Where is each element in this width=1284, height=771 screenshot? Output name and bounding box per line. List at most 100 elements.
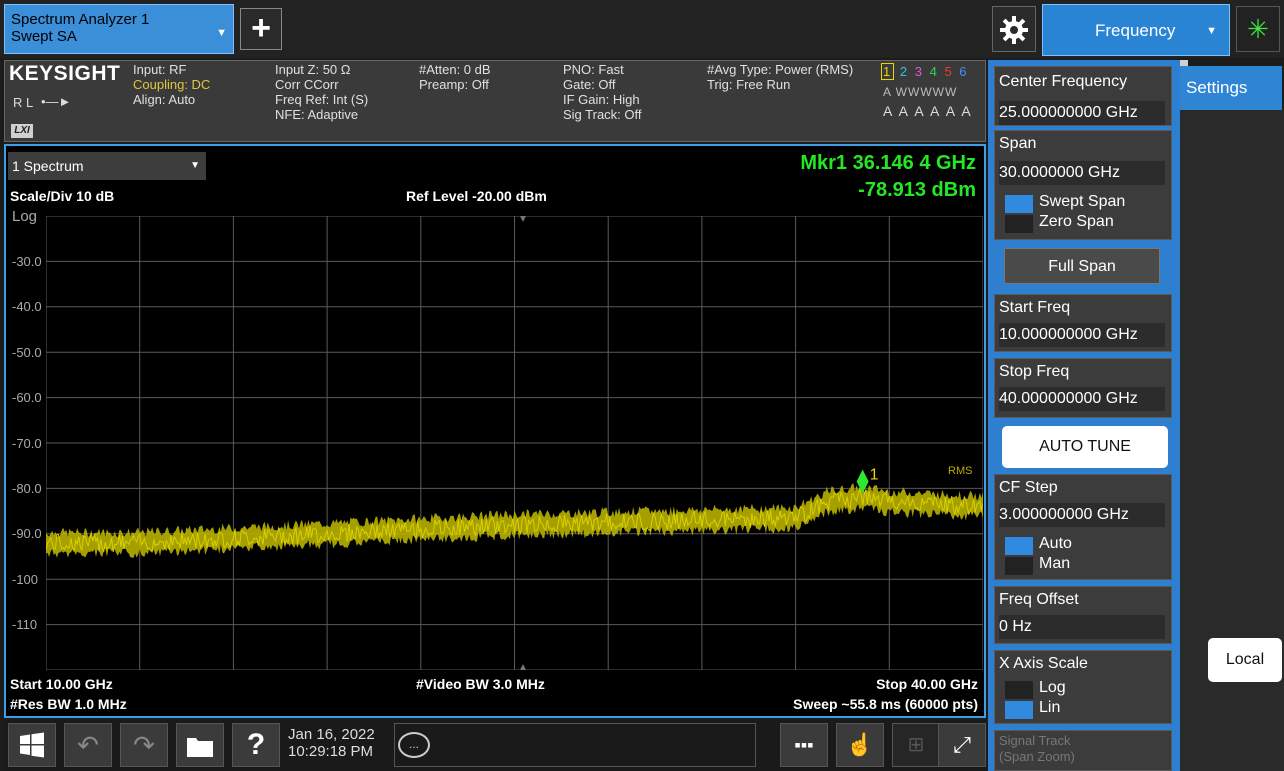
softkey-label: CF Step	[999, 479, 1058, 496]
status-sig-track: Sig Track: Off	[563, 107, 642, 122]
trace-5: 5	[944, 64, 954, 79]
softkey-span[interactable]: Span 30.0000000 GHz Swept Span Zero Span	[994, 130, 1172, 240]
status-input-z: Input Z: 50 Ω	[275, 62, 351, 77]
spectrum-window[interactable]: 1 Spectrum ▼ Mkr1 36.146 4 GHz -78.913 d…	[4, 144, 986, 718]
status-atten: #Atten: 0 dB	[419, 62, 491, 77]
softkey-start-freq[interactable]: Start Freq 10.000000000 GHz	[994, 294, 1172, 352]
windows-start-icon[interactable]	[8, 723, 56, 767]
marker-amplitude-readout: -78.913 dBm	[858, 179, 976, 201]
status-avg-group: #Avg Type: Power (RMS) Trig: Free Run	[707, 62, 853, 92]
softkey-label: X Axis Scale	[999, 655, 1088, 672]
status-avg-type: #Avg Type: Power (RMS)	[707, 62, 854, 77]
softkey-label: Center Frequency	[999, 73, 1128, 90]
man-option: Man	[1039, 555, 1071, 572]
status-coupling: Coupling: DC	[133, 77, 211, 92]
log-option: Log	[1039, 679, 1066, 696]
touch-icon[interactable]: ☝	[836, 723, 884, 767]
redo-icon[interactable]: ↷	[120, 723, 168, 767]
trace-6: 6	[959, 64, 969, 79]
status-input: Input: RF	[133, 62, 187, 77]
message-icon[interactable]: ...	[398, 732, 430, 758]
ref-marker-bottom	[520, 664, 526, 670]
radio-swept-span	[1005, 195, 1033, 213]
windows-logo-svg	[20, 732, 44, 758]
status-atten-group: #Atten: 0 dB Preamp: Off	[419, 62, 491, 92]
help-icon[interactable]: ?	[232, 723, 280, 767]
detector-label: RMS	[948, 465, 972, 477]
y-tick: -40.0	[12, 299, 42, 314]
auto-tune-button[interactable]: AUTO TUNE	[1002, 426, 1168, 468]
gear-icon[interactable]	[992, 6, 1036, 52]
marker-1-label: 1	[870, 466, 879, 483]
marker-1-diamond[interactable]	[856, 469, 869, 494]
trace-detector-row: A A A A A A	[883, 103, 973, 119]
log-scale-label: Log	[12, 208, 38, 225]
fullscreen-icon[interactable]: ⤢	[938, 723, 986, 767]
status-bar[interactable]: KEYSIGHT R L •—► LXI Input: RF Coupling:…	[4, 60, 986, 142]
freq-offset-value: 0 Hz	[999, 615, 1165, 639]
softkey-freq-offset[interactable]: Freq Offset 0 Hz	[994, 586, 1172, 644]
settings-tab[interactable]: Settings	[1180, 66, 1282, 110]
mode-tab-subtitle: Swept SA	[11, 28, 77, 45]
mode-tab[interactable]: Spectrum Analyzer 1 Swept SA ▼	[4, 4, 234, 54]
status-input-z-group: Input Z: 50 Ω Corr CCorr Freq Ref: Int (…	[275, 62, 368, 122]
rf-input-icon: •—►	[41, 94, 72, 109]
message-bar[interactable]	[394, 723, 756, 767]
span-value: 30.0000000 GHz	[999, 161, 1165, 185]
multiscreen-icon[interactable]: ▪▪▪	[780, 723, 828, 767]
trace-2: 2	[899, 64, 910, 79]
add-screen-button[interactable]: +	[240, 8, 282, 50]
plot-grid	[46, 216, 983, 670]
trace-number-row[interactable]: 1 2 3 4 5 6	[881, 63, 969, 80]
ref-level-label: Ref Level -20.00 dBm	[406, 188, 547, 204]
softkey-label: Signal Track	[999, 733, 1071, 748]
softkey-x-axis-scale[interactable]: X Axis Scale Log Lin	[994, 650, 1172, 724]
folder-svg	[187, 738, 213, 757]
trace-1: 1	[881, 63, 895, 80]
local-button[interactable]: Local	[1208, 638, 1282, 682]
radio-man	[1005, 557, 1033, 575]
menu-tab-frequency[interactable]: Frequency ▼	[1042, 4, 1230, 56]
lin-option: Lin	[1039, 699, 1061, 716]
undo-icon[interactable]: ↶	[64, 723, 112, 767]
status-preamp: Preamp: Off	[419, 77, 489, 92]
trace-1-band	[46, 483, 983, 558]
trace-1-line	[46, 486, 983, 553]
softkey-label: Freq Offset	[999, 591, 1079, 608]
window-tab-spectrum[interactable]: 1 Spectrum ▼	[8, 152, 206, 180]
date-text: Jan 16, 2022	[288, 726, 375, 743]
marker-frequency-readout: Mkr1 36.146 4 GHz	[800, 152, 976, 174]
res-bw-label: #Res BW 1.0 MHz	[10, 696, 127, 712]
time-text: 10:29:18 PM	[288, 743, 374, 760]
dropdown-arrow-icon: ▼	[1206, 25, 1217, 37]
full-span-label: Full Span	[1004, 248, 1160, 284]
lxi-logo: LXI	[11, 124, 33, 138]
y-tick: -60.0	[12, 390, 42, 405]
center-frequency-value: 25.000000000 GHz	[999, 101, 1165, 125]
swept-span-option: Swept Span	[1039, 193, 1126, 210]
softkey-cf-step[interactable]: CF Step 3.000000000 GHz Auto Man	[994, 474, 1172, 580]
status-freq-ref: Freq Ref: Int (S)	[275, 92, 369, 107]
softkey-stop-freq[interactable]: Stop Freq 40.000000000 GHz	[994, 358, 1172, 418]
gear-icon-svg	[1000, 16, 1028, 44]
keysight-logo: KEYSIGHT	[9, 62, 121, 85]
status-if-gain: IF Gain: High	[563, 92, 640, 107]
softkey-center-frequency[interactable]: Center Frequency 25.000000000 GHz	[994, 66, 1172, 126]
radio-zero-span	[1005, 215, 1033, 233]
spectrum-plot[interactable]: 1 RMS	[46, 216, 983, 670]
folder-icon[interactable]	[176, 723, 224, 767]
dropdown-arrow-icon: ▼	[190, 160, 200, 171]
full-span-button[interactable]: Full Span	[994, 244, 1172, 288]
dropdown-arrow-icon: ▼	[216, 27, 227, 39]
status-pno-group: PNO: Fast Gate: Off IF Gain: High Sig Tr…	[563, 62, 642, 122]
y-tick: -50.0	[12, 345, 42, 360]
y-tick: -70.0	[12, 436, 42, 451]
softkey-panel: Center Frequency 25.000000000 GHz Span 3…	[988, 60, 1180, 771]
radio-auto	[1005, 537, 1033, 555]
status-input-group: Input: RF Coupling: DC Align: Auto	[133, 62, 210, 107]
ref-marker-top	[520, 216, 526, 222]
window-layout-icon: ⊞	[892, 723, 940, 767]
sweep-time-label: Sweep ~55.8 ms (60000 pts)	[793, 696, 978, 712]
trace-3: 3	[914, 64, 924, 79]
